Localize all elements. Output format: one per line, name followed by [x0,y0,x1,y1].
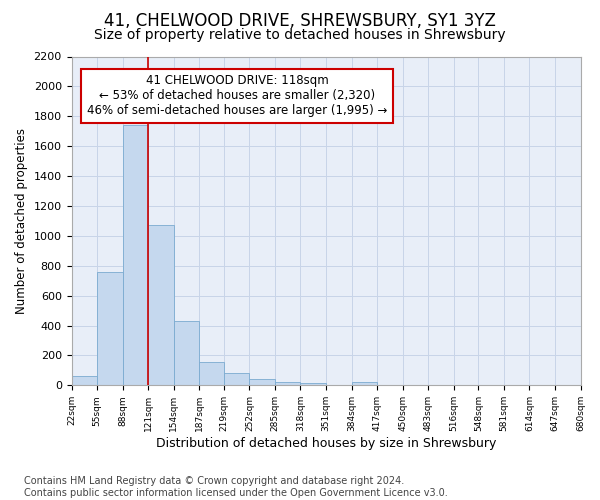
Bar [301,383,326,386]
Text: Size of property relative to detached houses in Shrewsbury: Size of property relative to detached ho… [94,28,506,42]
Bar [224,374,250,386]
Bar [122,126,148,386]
X-axis label: Distribution of detached houses by size in Shrewsbury: Distribution of detached houses by size … [156,437,496,450]
Bar [250,380,275,386]
Bar [173,321,199,386]
Bar [97,272,122,386]
Bar [352,382,377,386]
Text: 41, CHELWOOD DRIVE, SHREWSBURY, SY1 3YZ: 41, CHELWOOD DRIVE, SHREWSBURY, SY1 3YZ [104,12,496,30]
Text: Contains HM Land Registry data © Crown copyright and database right 2024.
Contai: Contains HM Land Registry data © Crown c… [24,476,448,498]
Bar [326,384,352,386]
Bar [199,362,224,386]
Y-axis label: Number of detached properties: Number of detached properties [15,128,28,314]
Bar [275,382,301,386]
Bar [148,226,173,386]
Text: 41 CHELWOOD DRIVE: 118sqm
← 53% of detached houses are smaller (2,320)
46% of se: 41 CHELWOOD DRIVE: 118sqm ← 53% of detac… [87,74,387,118]
Bar [71,376,97,386]
